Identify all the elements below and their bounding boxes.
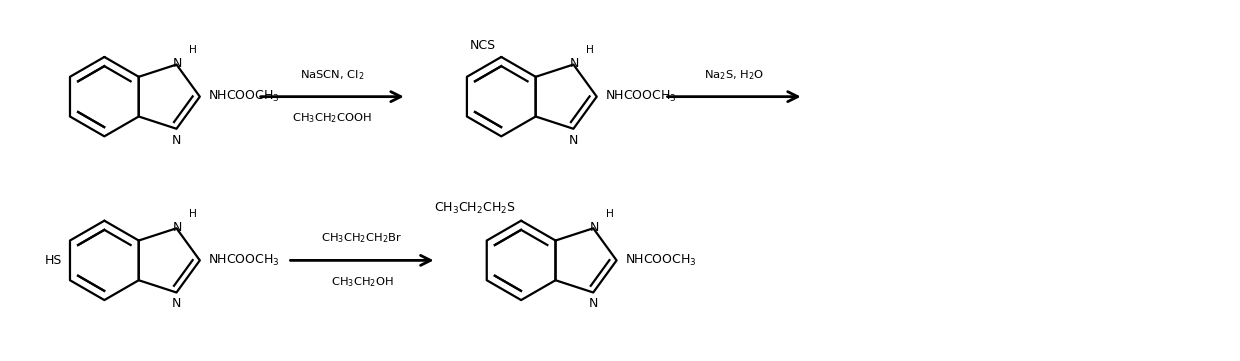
Text: N: N (172, 221, 182, 234)
Text: H: H (606, 209, 614, 219)
Text: CH$_3$CH$_2$COOH: CH$_3$CH$_2$COOH (293, 112, 372, 125)
Text: N: N (172, 134, 181, 147)
Text: N: N (569, 57, 579, 70)
Text: N: N (569, 134, 578, 147)
Text: NHCOOCH$_3$: NHCOOCH$_3$ (605, 89, 677, 104)
Text: Na$_2$S, H$_2$O: Na$_2$S, H$_2$O (704, 68, 764, 82)
Text: N: N (172, 297, 181, 310)
Text: H: H (587, 45, 594, 55)
Text: NHCOOCH$_3$: NHCOOCH$_3$ (208, 253, 279, 268)
Text: NHCOOCH$_3$: NHCOOCH$_3$ (208, 89, 279, 104)
Text: N: N (589, 221, 599, 234)
Text: H: H (190, 45, 197, 55)
Text: HS: HS (45, 254, 62, 267)
Text: H: H (190, 209, 197, 219)
Text: CH$_3$CH$_2$CH$_2$Br: CH$_3$CH$_2$CH$_2$Br (321, 232, 403, 245)
Text: NCS: NCS (470, 39, 496, 52)
Text: N: N (589, 297, 598, 310)
Text: N: N (172, 57, 182, 70)
Text: NaSCN, Cl$_2$: NaSCN, Cl$_2$ (300, 68, 365, 82)
Text: CH$_3$CH$_2$OH: CH$_3$CH$_2$OH (331, 275, 393, 289)
Text: CH$_3$CH$_2$CH$_2$S: CH$_3$CH$_2$CH$_2$S (434, 201, 516, 216)
Text: NHCOOCH$_3$: NHCOOCH$_3$ (625, 253, 697, 268)
